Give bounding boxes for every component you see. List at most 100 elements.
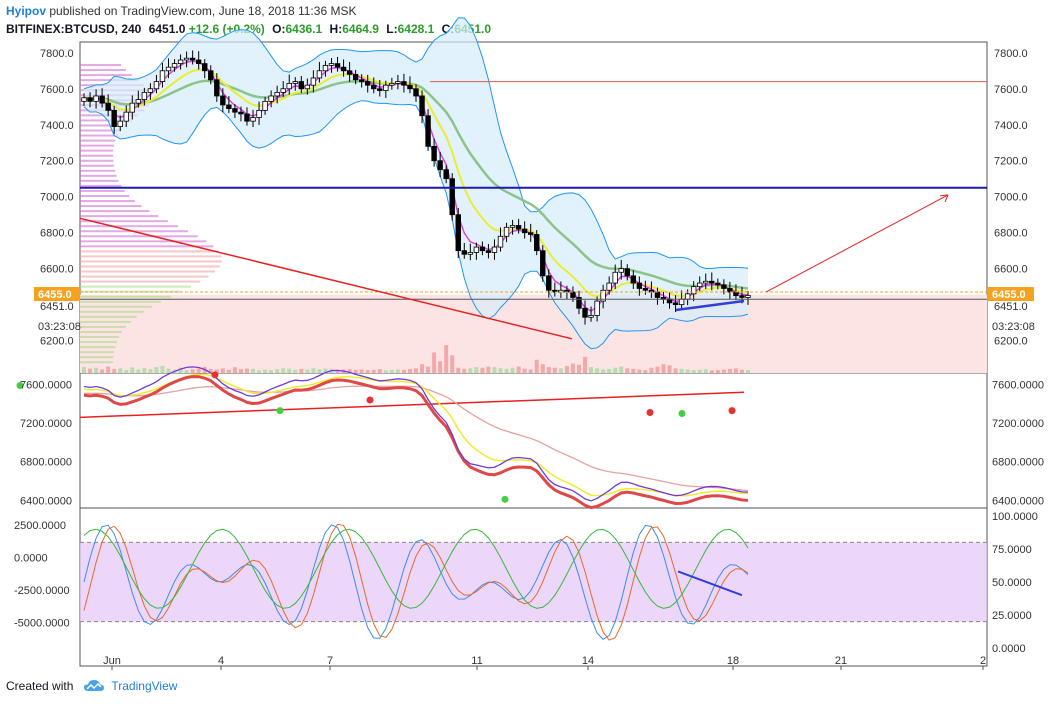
- ma-panel: [16, 366, 749, 510]
- stoch-d-line: [83, 523, 749, 641]
- osc-axis-right-label: 25.0000: [992, 610, 1032, 622]
- volume-bar: [359, 369, 364, 373]
- price-axis-right-label: 7600.0: [994, 84, 1028, 96]
- candle-body: [552, 289, 558, 293]
- volume-profile-bar: [80, 346, 116, 349]
- candle-body: [401, 81, 407, 86]
- candle-body: [491, 246, 498, 253]
- volume-bar: [130, 367, 135, 373]
- volume-profile-bar: [80, 225, 178, 228]
- volume-bar: [552, 367, 557, 373]
- volume-profile-bar: [80, 139, 116, 142]
- open-value: 6436.1: [285, 22, 323, 36]
- low-value: 6428.1: [397, 22, 435, 36]
- candle-body: [497, 235, 504, 248]
- volume-profile-bar: [80, 300, 161, 303]
- volume-profile-bar: [80, 124, 126, 127]
- volume-bar: [124, 370, 129, 373]
- candle-body: [214, 79, 220, 97]
- candle-body: [654, 291, 661, 298]
- volume-bar: [438, 361, 443, 373]
- volume-bar: [649, 367, 654, 373]
- candle-body: [220, 95, 226, 106]
- volume-bar: [564, 365, 569, 373]
- ma-axis-left-label: 6400.0000: [20, 495, 72, 507]
- candle-body: [147, 88, 154, 93]
- x-axis-label: 14: [582, 655, 594, 667]
- volume-bar: [746, 370, 750, 373]
- volume-profile-bar: [80, 250, 219, 253]
- volume-profile-bar: [80, 159, 114, 162]
- price-tag-right: 6455.0: [992, 289, 1026, 301]
- price-axis-right-label: 7200.0: [994, 156, 1028, 168]
- price-axis-left-label: 7400.0: [40, 120, 74, 132]
- candle-body: [479, 246, 486, 252]
- candle-body: [195, 59, 202, 64]
- ma-axis-right-label: 6400.0000: [992, 495, 1044, 507]
- bollinger-upper: [83, 17, 749, 269]
- ma-panel-purple-line: [83, 366, 749, 502]
- volume-bar: [335, 370, 340, 373]
- volume-profile-bar: [80, 184, 122, 187]
- countdown-left: 03:23:08: [38, 321, 81, 333]
- rsi-green-line: [83, 528, 749, 609]
- candle-body: [153, 81, 160, 90]
- volume-bar: [739, 369, 744, 373]
- price-axis-right-label: 6451.0: [994, 301, 1028, 313]
- candle-body: [346, 70, 353, 75]
- volume-profile-bar: [80, 280, 201, 283]
- volume-profile-bar: [80, 255, 222, 258]
- volume-bar: [595, 368, 600, 373]
- candle-body: [733, 291, 739, 297]
- volume-bar: [226, 369, 231, 373]
- osc-axis-left-label: -5000.0000: [14, 617, 70, 629]
- volume-bar: [643, 370, 648, 373]
- candle-body: [129, 102, 135, 113]
- volume-bar: [697, 369, 702, 373]
- candle-body: [171, 63, 178, 68]
- volume-profile-bar: [80, 275, 209, 278]
- volume-bar: [377, 369, 382, 373]
- candle-body: [105, 102, 111, 111]
- volume-bar: [721, 369, 726, 373]
- volume-bar: [685, 369, 690, 373]
- volume-profile-bar: [80, 351, 115, 354]
- candle-body: [87, 97, 93, 102]
- volume-profile-bar: [80, 295, 171, 298]
- price-axis-left-label: 7200.0: [40, 156, 74, 168]
- brand-link[interactable]: TradingView: [111, 679, 178, 693]
- volume-bar: [220, 368, 225, 373]
- candle-body: [443, 169, 449, 180]
- volume-bar: [480, 367, 485, 373]
- osc-axis-right-label: 0.0000: [992, 643, 1026, 655]
- candle-body: [183, 57, 190, 61]
- price-axis-left-label: 7800.0: [40, 48, 74, 60]
- volume-bar: [184, 370, 189, 373]
- x-axis-label: Jun: [103, 655, 121, 667]
- ma-axis-left-label: 7200.0000: [20, 418, 72, 430]
- price-axis-right-label: 7400.0: [994, 120, 1028, 132]
- candle-body: [298, 81, 305, 90]
- candle-body: [745, 295, 751, 298]
- projection-arrow-line: [765, 194, 949, 293]
- x-axis-label: 7: [327, 655, 333, 667]
- volume-profile-bar: [80, 154, 114, 157]
- candle-body: [521, 228, 528, 234]
- below-price-zone: [80, 294, 987, 373]
- projection-arrow-head: [939, 194, 949, 203]
- volume-bar: [570, 363, 575, 373]
- ma-axis-right-label: 7600.0000: [992, 380, 1044, 392]
- candle-body: [636, 282, 643, 289]
- author-name[interactable]: Hyipov: [6, 4, 47, 18]
- candle-body: [407, 84, 413, 90]
- candle-body: [274, 91, 280, 97]
- volume-profile-bar: [80, 235, 198, 238]
- volume-bar: [299, 368, 304, 373]
- volume-bar: [154, 367, 159, 373]
- volume-bar: [679, 368, 684, 373]
- volume-bar: [589, 367, 594, 373]
- candle-body: [678, 298, 685, 306]
- candle-body: [365, 81, 371, 86]
- volume-bar: [601, 369, 606, 373]
